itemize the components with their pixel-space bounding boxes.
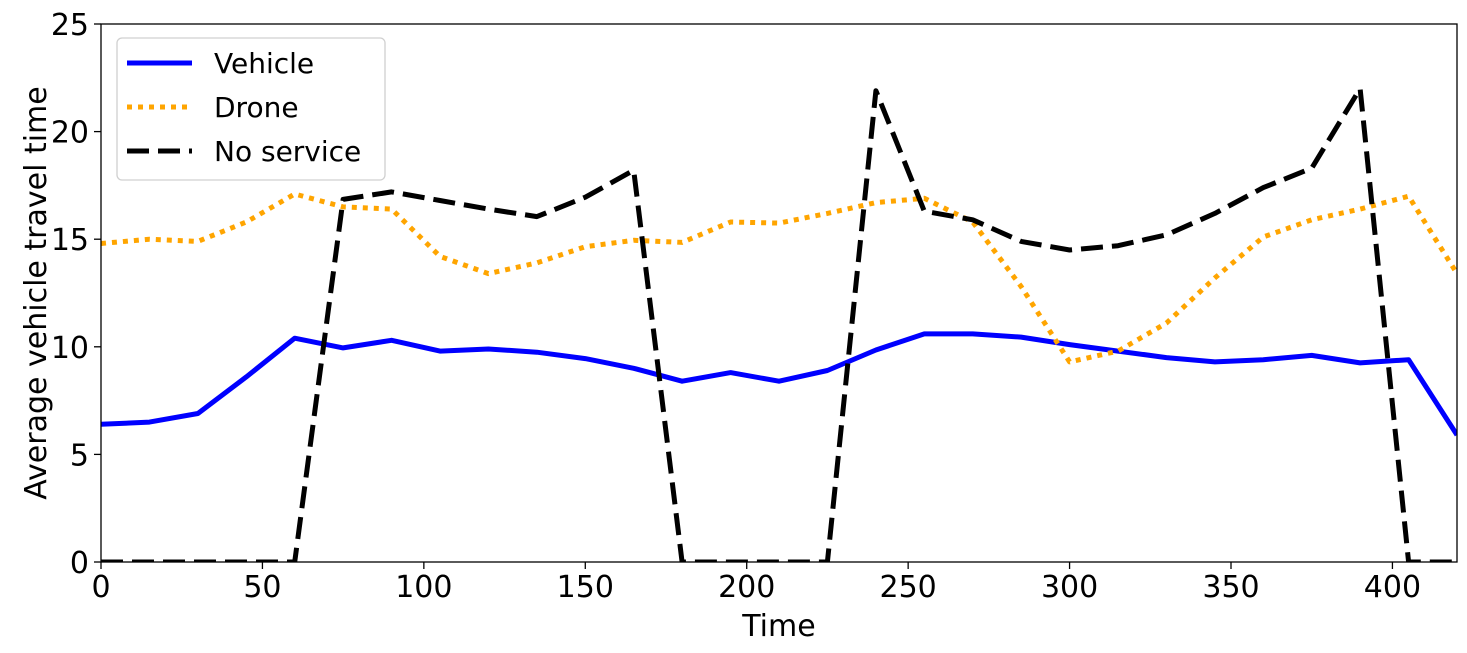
x-tick-label: 100 xyxy=(395,570,452,605)
series-line-no-service xyxy=(101,86,1457,562)
x-tick-label: 50 xyxy=(243,570,281,605)
y-tick-label: 5 xyxy=(70,438,89,473)
x-axis-title: Time xyxy=(741,609,815,644)
x-tick-label: 200 xyxy=(718,570,775,605)
x-tick-label: 400 xyxy=(1364,570,1421,605)
x-axis: 0 50 100 150 200 250 300 350 400 xyxy=(91,562,1421,605)
plot-lines xyxy=(101,86,1457,562)
x-tick-label: 0 xyxy=(91,570,110,605)
series-line-vehicle xyxy=(101,331,1457,437)
y-tick-label: 25 xyxy=(51,8,89,43)
legend-label: Vehicle xyxy=(214,47,314,80)
series-line-drone xyxy=(101,191,1457,365)
plot-frame xyxy=(100,23,1458,563)
legend-box xyxy=(116,37,386,181)
y-axis-title: Average vehicle travel time xyxy=(19,86,54,499)
legend: Vehicle Drone No service xyxy=(116,37,386,181)
legend-label: Drone xyxy=(214,91,299,124)
y-tick-label: 15 xyxy=(51,223,89,258)
x-tick-label: 300 xyxy=(1041,570,1098,605)
x-tick-label: 350 xyxy=(1202,570,1259,605)
y-axis: 0 5 10 15 20 25 xyxy=(51,8,101,581)
x-tick-label: 250 xyxy=(880,570,937,605)
legend-label: No service xyxy=(214,135,361,168)
x-tick-label: 150 xyxy=(557,570,614,605)
y-tick-label: 10 xyxy=(51,331,89,366)
y-tick-label: 0 xyxy=(70,546,89,581)
y-tick-label: 20 xyxy=(51,116,89,151)
